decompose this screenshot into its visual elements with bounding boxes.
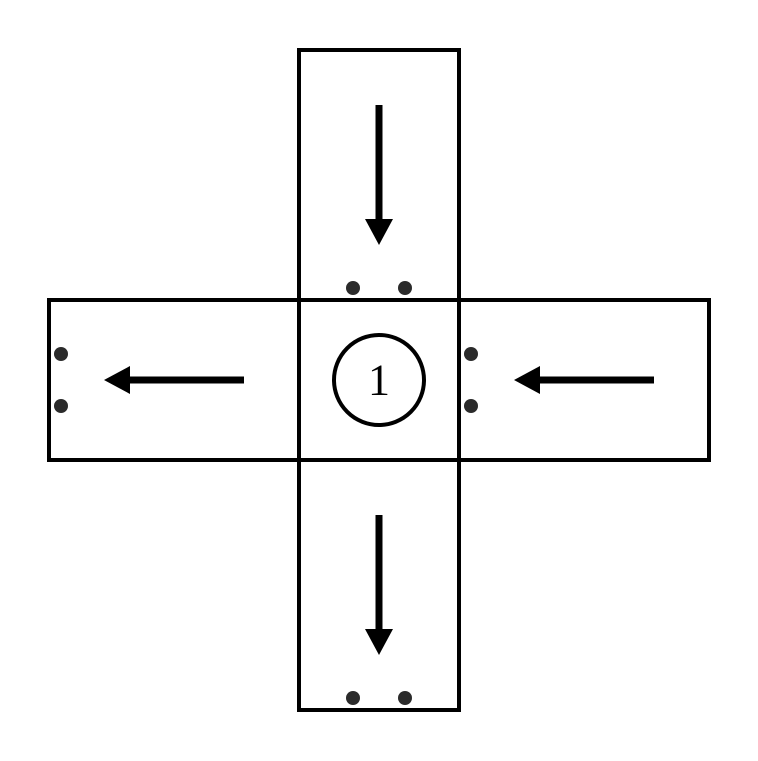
hinge-dot xyxy=(54,399,68,413)
hinge-dot xyxy=(398,281,412,295)
right-face xyxy=(459,300,709,460)
bottom-arrow xyxy=(365,515,393,655)
top-face xyxy=(299,50,459,300)
left-arrow xyxy=(104,366,244,394)
hinge-dot xyxy=(464,399,478,413)
bottom-face xyxy=(299,460,459,710)
hinge-dot xyxy=(346,281,360,295)
right-arrow xyxy=(514,366,654,394)
hinge-dot xyxy=(54,347,68,361)
left-face xyxy=(49,300,299,460)
hinge-dot xyxy=(398,691,412,705)
center-label: 1 xyxy=(368,356,390,405)
cross-diagram: 1 xyxy=(0,0,758,761)
arrow-head xyxy=(514,366,540,394)
arrow-head xyxy=(365,629,393,655)
arrow-head xyxy=(104,366,130,394)
top-arrow xyxy=(365,105,393,245)
hinge-dot xyxy=(346,691,360,705)
arrow-head xyxy=(365,219,393,245)
hinge-dot xyxy=(464,347,478,361)
